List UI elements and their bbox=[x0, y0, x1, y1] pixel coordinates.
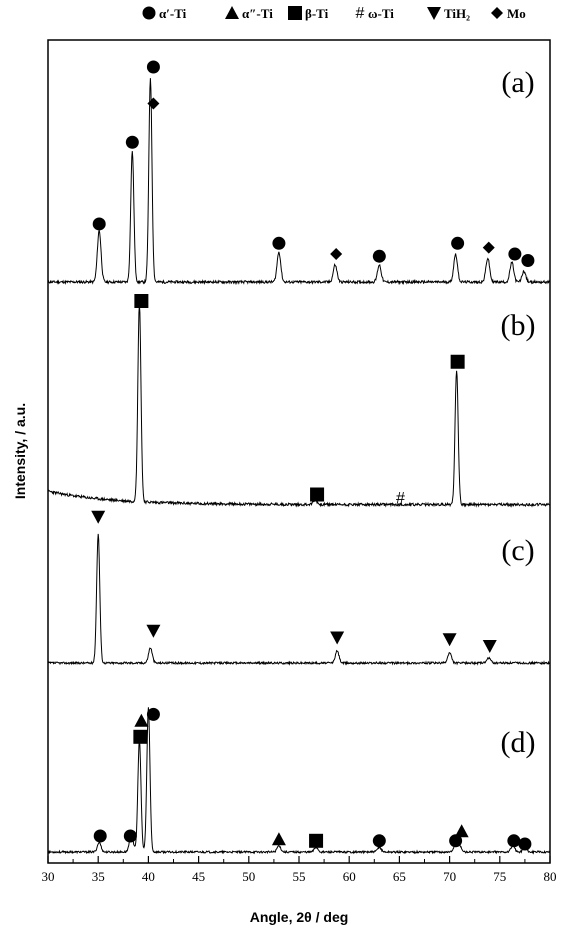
legend-label: Mo bbox=[507, 6, 526, 21]
peak-marker-circle bbox=[372, 249, 386, 263]
panel-c: (c) bbox=[47, 510, 551, 666]
legend-marker-triangle-up bbox=[225, 6, 239, 19]
series-line bbox=[47, 533, 551, 666]
x-tick-label: 60 bbox=[343, 869, 356, 884]
plot-area: (a) # (b) (c) (d) bbox=[47, 60, 551, 855]
peak-marker-circle bbox=[93, 829, 107, 843]
x-tick-label: 75 bbox=[493, 869, 506, 884]
peak-marker-hash: # bbox=[396, 490, 405, 507]
peak-marker-circle bbox=[521, 254, 535, 267]
x-tick-label: 35 bbox=[92, 869, 105, 884]
legend-marker-hash: # bbox=[356, 5, 365, 22]
x-tick-label: 45 bbox=[192, 869, 205, 884]
peak-marker-circle bbox=[508, 247, 522, 261]
legend-label: α″-Ti bbox=[242, 6, 273, 21]
peak-marker-triangle-down bbox=[442, 633, 457, 647]
series-line bbox=[47, 78, 551, 286]
legend-marker-square bbox=[288, 6, 302, 20]
peak-marker-triangle-up bbox=[454, 824, 469, 838]
series-line bbox=[47, 304, 551, 508]
peak-marker-triangle-down bbox=[482, 640, 497, 653]
x-axis-label: Angle, 2θ / deg bbox=[250, 909, 349, 925]
peak-marker-circle bbox=[146, 60, 160, 74]
peak-marker-triangle-up bbox=[271, 832, 286, 846]
x-tick-label: 30 bbox=[42, 869, 55, 884]
legend-marker-circle bbox=[142, 6, 156, 20]
legend-label: β-Ti bbox=[305, 6, 329, 21]
peak-marker-diamond bbox=[147, 97, 160, 110]
legend-marker-triangle-down bbox=[427, 7, 441, 20]
legend-label: ω-Ti bbox=[368, 6, 394, 21]
peak-marker-circle bbox=[451, 236, 465, 250]
panel-label: (d) bbox=[501, 726, 536, 759]
x-tick-label: 80 bbox=[544, 869, 557, 884]
legend-entry: # ω-Ti bbox=[356, 5, 395, 22]
peak-marker-circle bbox=[123, 829, 137, 843]
peak-marker-circle bbox=[125, 135, 139, 149]
peak-marker-circle bbox=[92, 217, 106, 231]
legend-entry: α″-Ti bbox=[225, 6, 273, 21]
peak-marker-square bbox=[133, 729, 148, 744]
panel-d: (d) bbox=[47, 707, 551, 855]
legend-entry: Mo bbox=[491, 6, 526, 21]
peak-marker-square bbox=[310, 487, 325, 502]
peak-marker-circle bbox=[372, 834, 386, 848]
x-tick-label: 55 bbox=[293, 869, 306, 884]
peak-marker-circle bbox=[146, 707, 160, 721]
svg-text:#: # bbox=[396, 490, 405, 507]
peak-marker-triangle-down bbox=[146, 624, 161, 638]
legend-entry: β-Ti bbox=[288, 6, 329, 21]
peak-marker-triangle-down bbox=[91, 510, 106, 524]
panel-a: (a) bbox=[47, 60, 551, 286]
plot-frame bbox=[47, 39, 551, 864]
x-tick-label: 65 bbox=[393, 869, 406, 884]
series-line bbox=[47, 707, 551, 855]
peak-marker-diamond bbox=[482, 241, 495, 254]
legend: α′-Ti α″-Ti β-Ti # ω-Ti TiH₂ Mo bbox=[142, 5, 526, 22]
panel-label: (a) bbox=[501, 66, 534, 99]
peak-marker-square bbox=[134, 294, 149, 308]
peak-marker-diamond bbox=[330, 248, 343, 261]
legend-label: TiH₂ bbox=[444, 6, 470, 21]
legend-entry: α′-Ti bbox=[142, 6, 187, 21]
legend-marker-diamond bbox=[491, 7, 503, 19]
peak-marker-circle bbox=[518, 837, 532, 851]
peak-marker-square bbox=[450, 354, 465, 369]
panel-b: # (b) bbox=[47, 294, 551, 508]
y-axis-label: Intensity, / a.u. bbox=[12, 403, 28, 499]
peak-marker-circle bbox=[449, 834, 463, 848]
panel-label: (c) bbox=[501, 534, 534, 567]
peak-marker-triangle-up bbox=[134, 713, 149, 727]
x-tick-label: 50 bbox=[242, 869, 255, 884]
peak-marker-circle bbox=[272, 236, 286, 250]
peak-marker-circle bbox=[507, 834, 521, 848]
x-tick-label: 70 bbox=[443, 869, 456, 884]
x-tick-label: 40 bbox=[142, 869, 155, 884]
legend-entry: TiH₂ bbox=[427, 6, 470, 21]
panel-label: (b) bbox=[501, 309, 536, 342]
x-axis: 30 35 40 45 50 55 60 65 70 75 80 bbox=[42, 856, 557, 884]
peak-marker-square bbox=[309, 833, 324, 848]
legend-label: α′-Ti bbox=[159, 6, 187, 21]
peak-marker-triangle-down bbox=[330, 631, 345, 645]
